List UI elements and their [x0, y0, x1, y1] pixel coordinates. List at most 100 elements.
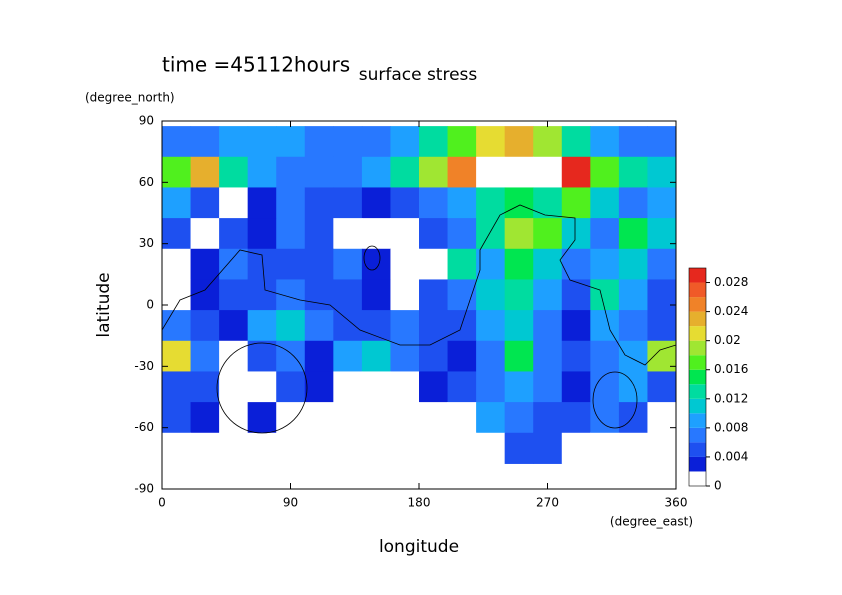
- field-cell: [333, 126, 363, 158]
- field-cell: [419, 248, 449, 280]
- field-cell: [190, 187, 220, 219]
- field-cell: [276, 310, 306, 342]
- field-cell: [419, 310, 449, 342]
- colorbar-swatch: [689, 311, 706, 327]
- field-cell: [219, 432, 249, 464]
- field-cell: [504, 248, 534, 280]
- field-cell: [561, 340, 591, 372]
- field-cell: [219, 371, 249, 403]
- colorbar-tick-label: 0.02: [714, 333, 741, 347]
- field-cell: [276, 218, 306, 250]
- field-cell: [390, 126, 420, 158]
- y-axis-label: latitude: [94, 272, 114, 337]
- colorbar-tick-label: 0: [714, 479, 722, 493]
- field-cell: [419, 371, 449, 403]
- field-cell: [447, 126, 477, 158]
- field-cell: [219, 126, 249, 158]
- field-cell: [361, 156, 391, 188]
- field-cell: [618, 402, 648, 434]
- field-cell: [476, 126, 506, 158]
- coastline: [592, 371, 638, 429]
- y-tick-label: 60: [139, 175, 154, 189]
- field-cell: [561, 187, 591, 219]
- field-cell: [647, 310, 677, 342]
- field-cell: [476, 402, 506, 434]
- field-cell: [618, 248, 648, 280]
- field-cell: [476, 310, 506, 342]
- subtitle: time =45112hours: [162, 53, 350, 77]
- field-cell: [162, 371, 192, 403]
- field-cell: [447, 279, 477, 311]
- field-cell: [304, 371, 334, 403]
- field-cell: [276, 432, 306, 464]
- y-unit: (degree_north): [85, 91, 175, 105]
- field-cell: [219, 248, 249, 280]
- field-cell: [219, 218, 249, 250]
- field-cell: [333, 187, 363, 219]
- field-cell: [590, 156, 620, 188]
- field-cell: [219, 156, 249, 188]
- field-cell: [390, 279, 420, 311]
- field: [162, 126, 677, 464]
- field-cell: [390, 187, 420, 219]
- field-cell: [276, 248, 306, 280]
- colorbar-swatch: [689, 413, 706, 428]
- field-cell: [647, 402, 677, 434]
- x-axis-label: longitude: [379, 537, 459, 557]
- field-cell: [618, 432, 648, 464]
- coastline: [216, 342, 308, 434]
- field-cell: [190, 371, 220, 403]
- field-cell: [390, 310, 420, 342]
- field-cell: [190, 279, 220, 311]
- field-cell: [504, 187, 534, 219]
- field-cell: [247, 310, 277, 342]
- y-tick-label: 0: [146, 298, 154, 312]
- field-cell: [190, 310, 220, 342]
- field-cell: [618, 279, 648, 311]
- colorbar-swatch: [689, 398, 706, 414]
- field-cell: [476, 279, 506, 311]
- field-cell: [476, 340, 506, 372]
- field-cell: [247, 126, 277, 158]
- field-cell: [162, 218, 192, 250]
- field-cell: [361, 248, 391, 280]
- field-cell: [162, 340, 192, 372]
- field-cell: [333, 156, 363, 188]
- field-cell: [618, 187, 648, 219]
- field-cell: [276, 402, 306, 434]
- field-cell: [419, 156, 449, 188]
- field-cell: [219, 310, 249, 342]
- field-cell: [504, 432, 534, 464]
- field-cell: [561, 218, 591, 250]
- colorbar-tick-label: 0.012: [714, 391, 748, 405]
- field-cell: [162, 126, 192, 158]
- y-tick-label: -30: [134, 359, 154, 373]
- field-cell: [276, 371, 306, 403]
- field-cell: [219, 187, 249, 219]
- field-cell: [390, 432, 420, 464]
- x-tick-label: 90: [283, 496, 298, 510]
- field-cell: [533, 187, 563, 219]
- field-cell: [590, 310, 620, 342]
- field-cell: [590, 432, 620, 464]
- field-cell: [304, 156, 334, 188]
- field-cell: [333, 432, 363, 464]
- field-cell: [590, 340, 620, 372]
- field-cell: [219, 402, 249, 434]
- coastline: [363, 245, 381, 271]
- field-cell: [533, 432, 563, 464]
- field-cell: [361, 371, 391, 403]
- field-cell: [219, 279, 249, 311]
- y-tick-label: -90: [134, 482, 154, 496]
- field-cell: [618, 156, 648, 188]
- field-cell: [304, 432, 334, 464]
- field-cell: [476, 432, 506, 464]
- field-cell: [390, 218, 420, 250]
- field-cell: [561, 126, 591, 158]
- field-cell: [190, 432, 220, 464]
- field-cell: [219, 340, 249, 372]
- field-cell: [390, 156, 420, 188]
- field-cell: [304, 248, 334, 280]
- field-cell: [476, 371, 506, 403]
- field-cell: [561, 248, 591, 280]
